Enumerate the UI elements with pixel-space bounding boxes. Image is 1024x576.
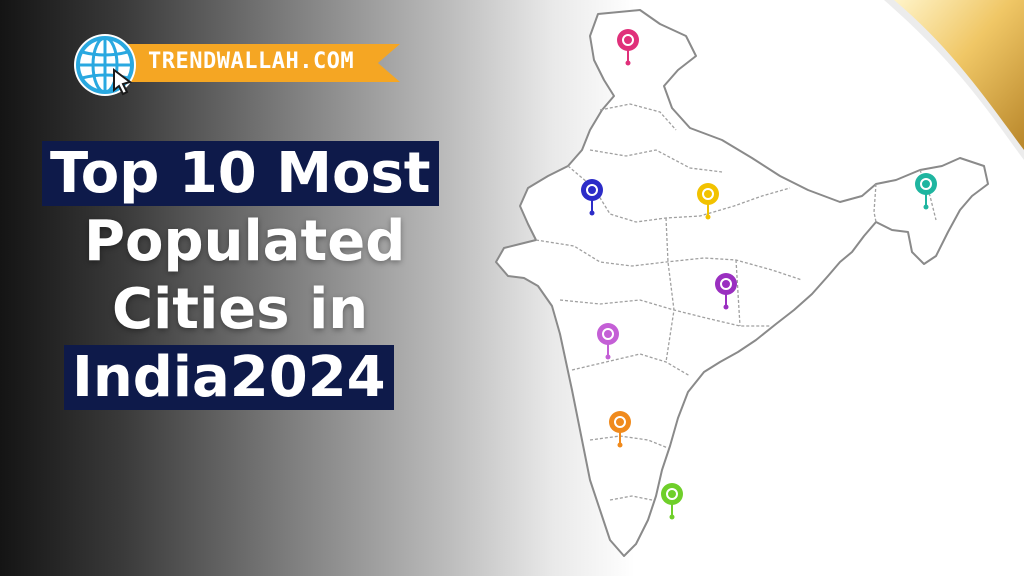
pin-northeast-icon — [915, 173, 937, 210]
india-map — [495, 9, 989, 557]
headline-line-2: Populated — [84, 209, 406, 274]
pin-south-icon — [661, 483, 683, 520]
page-curl-corner — [884, 0, 1024, 160]
pin-north-icon — [617, 29, 639, 66]
site-name: TRENDWALLAH.COM — [148, 49, 355, 74]
headline: Top 10 Most Populated Cities in India202… — [40, 140, 510, 412]
pin-north-central-icon — [697, 183, 719, 220]
pin-central-icon — [715, 273, 737, 310]
pin-west-central-icon — [597, 323, 619, 360]
headline-line-1: Top 10 Most — [42, 140, 510, 208]
logo-ribbon — [124, 44, 400, 82]
brand-logo[interactable]: TRENDWALLAH.COM — [72, 32, 402, 98]
map-outline — [495, 9, 989, 557]
pin-west-icon — [581, 179, 603, 216]
headline-line-3: Cities in — [112, 277, 369, 342]
globe-icon — [74, 34, 136, 96]
headline-line-4: India2024 — [64, 344, 510, 412]
pin-southwest-icon — [609, 411, 631, 448]
